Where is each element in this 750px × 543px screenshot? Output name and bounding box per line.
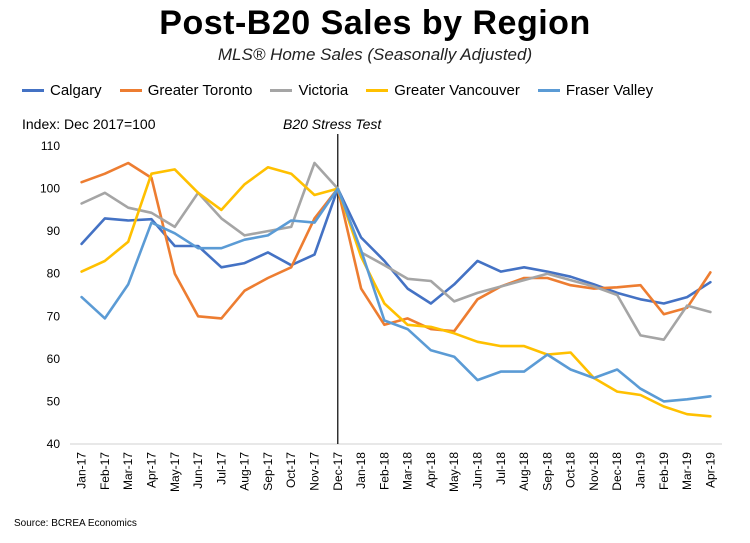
series-line-victoria bbox=[80, 161, 712, 342]
legend-swatch bbox=[119, 89, 142, 92]
b20-annotation-label: B20 Stress Test bbox=[283, 116, 382, 132]
legend-label: Calgary bbox=[50, 82, 102, 99]
x-tick-label: May-18 bbox=[447, 452, 461, 492]
x-tick-label: Mar-18 bbox=[401, 452, 415, 490]
x-tick-label: Nov-18 bbox=[587, 452, 601, 491]
series-line-greater-vancouver bbox=[80, 166, 712, 418]
x-tick-label: Jun-18 bbox=[471, 452, 485, 489]
series-line-fraser-valley bbox=[80, 187, 712, 403]
x-tick-label: May-17 bbox=[168, 452, 182, 492]
legend-swatch bbox=[537, 89, 560, 92]
source-note: Source: BCREA Economics bbox=[14, 518, 137, 529]
y-tick-label: 70 bbox=[47, 309, 61, 323]
legend-label: Fraser Valley bbox=[565, 82, 654, 99]
x-tick-label: Jan-18 bbox=[354, 452, 368, 489]
x-tick-label: Jan-17 bbox=[75, 452, 89, 489]
x-tick-label: Oct-18 bbox=[564, 452, 578, 488]
y-tick-label: 40 bbox=[47, 437, 61, 451]
x-tick-label: Aug-17 bbox=[238, 452, 252, 491]
x-tick-label: Feb-18 bbox=[377, 452, 391, 490]
y-tick-label: 60 bbox=[47, 352, 61, 366]
x-tick-label: Jan-19 bbox=[634, 452, 648, 489]
legend-item: Greater Toronto bbox=[119, 82, 253, 99]
legend-swatch bbox=[366, 89, 389, 92]
x-tick-label: Jul-18 bbox=[494, 452, 508, 485]
y-tick-label: 80 bbox=[47, 267, 61, 281]
x-tick-label: Oct-17 bbox=[284, 452, 298, 488]
x-tick-label: Jul-17 bbox=[214, 452, 228, 485]
x-tick-label: Dec-17 bbox=[331, 452, 345, 491]
legend-label: Greater Toronto bbox=[147, 82, 253, 99]
legend-item: Victoria bbox=[270, 82, 348, 99]
legend-item: Fraser Valley bbox=[537, 82, 654, 99]
y-tick-label: 50 bbox=[47, 394, 61, 408]
legend-label: Greater Vancouver bbox=[394, 82, 520, 99]
x-tick-label: Nov-17 bbox=[308, 452, 322, 491]
legend-item: Greater Vancouver bbox=[366, 82, 520, 99]
x-tick-label: Mar-19 bbox=[680, 452, 694, 490]
chart-subtitle: MLS® Home Sales (Seasonally Adjusted) bbox=[217, 45, 533, 64]
y-axis-title: Index: Dec 2017=100 bbox=[22, 116, 156, 132]
x-tick-label: Dec-18 bbox=[610, 452, 624, 491]
y-tick-label: 110 bbox=[41, 139, 60, 153]
legend-swatch bbox=[22, 89, 44, 92]
x-tick-label: Sep-18 bbox=[540, 452, 554, 491]
y-tick-label: 90 bbox=[47, 224, 61, 238]
y-tick-label: 100 bbox=[40, 182, 60, 196]
x-tick-label: Feb-17 bbox=[98, 452, 112, 490]
series-line-greater-toronto bbox=[80, 161, 712, 333]
chart-title: Post-B20 Sales by Region bbox=[159, 4, 591, 42]
x-tick-label: Sep-17 bbox=[261, 452, 275, 491]
x-tick-label: Apr-17 bbox=[145, 452, 159, 488]
x-tick-label: Aug-18 bbox=[517, 452, 531, 491]
legend: Calgary Greater Toronto Victoria Greater Va… bbox=[22, 82, 742, 99]
legend-item: Calgary bbox=[22, 82, 102, 99]
x-tick-label: Apr-19 bbox=[703, 452, 717, 488]
x-tick-label: Feb-19 bbox=[657, 452, 671, 490]
legend-swatch bbox=[270, 89, 293, 92]
legend-label: Victoria bbox=[298, 82, 349, 99]
x-tick-label: Jun-17 bbox=[191, 452, 205, 489]
x-tick-label: Mar-17 bbox=[121, 452, 135, 490]
x-tick-label: Apr-18 bbox=[424, 452, 438, 488]
